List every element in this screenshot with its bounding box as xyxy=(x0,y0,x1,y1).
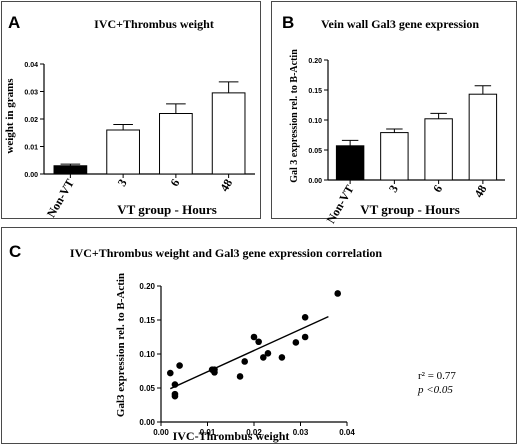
chart-a-y-tick-label: 0.04 xyxy=(24,62,38,69)
chart-c-xlabel: IVC-Thrombus weight xyxy=(173,429,290,443)
chart-c-x-tick-label: 0.01 xyxy=(200,428,216,437)
chart-b-y-tick-label: 0.20 xyxy=(308,58,322,65)
chart-b-xlabel: VT group - Hours xyxy=(360,202,460,217)
chart-c-x-tick-label: 0.00 xyxy=(153,428,169,437)
chart-c-y-tick-label: 0.10 xyxy=(139,350,155,359)
chart-c-data-point xyxy=(211,369,218,376)
chart-c-x-tick-label: 0.04 xyxy=(339,428,355,437)
chart-b-y-tick-label: 0.15 xyxy=(308,88,322,95)
chart-b-x-tick-label: 6 xyxy=(430,183,445,195)
chart-b-bar xyxy=(380,132,409,181)
chart-a-xlabel: VT group - Hours xyxy=(117,202,217,217)
r-squared-annotation: r² = 0.77 xyxy=(418,370,456,382)
chart-b-plot: 0.00 0.05 0.10 0.15 0.20 Non-VT 3 6 48 xyxy=(308,58,505,226)
chart-b-ylabel: Gal 3 expression rel. to B-Actin xyxy=(289,49,300,183)
chart-a-title: IVC+Thrombus weight xyxy=(94,17,214,31)
chart-c-data-point xyxy=(255,338,262,346)
chart-a-y-tick-label: 0.01 xyxy=(24,145,38,152)
chart-b-bar xyxy=(335,145,365,181)
panel-c-frame xyxy=(1,227,517,444)
chart-c-data-point xyxy=(236,373,244,380)
chart-c-data-point xyxy=(171,381,179,388)
chart-a-bar xyxy=(159,113,193,175)
chart-c-title: IVC+Thrombus weight and Gal3 gene expres… xyxy=(70,246,383,260)
chart-a-y-tick-label: 0.00 xyxy=(24,172,38,179)
chart-c-data-point xyxy=(301,333,309,341)
chart-b-x-tick-label: 48 xyxy=(471,183,489,200)
chart-a-y-tick-label: 0.02 xyxy=(24,117,38,124)
chart-a-y-tick-label: 0.03 xyxy=(24,90,38,97)
chart-c-data-point xyxy=(171,392,179,400)
chart-c-x-tick-label: 0.03 xyxy=(293,428,309,437)
p-value-annotation: p <0.05 xyxy=(417,384,453,396)
chart-c-data-point xyxy=(292,339,300,346)
chart-c-y-tick-label: 0.15 xyxy=(139,316,155,325)
chart-c-regression-line xyxy=(170,315,329,390)
chart-c-data-point xyxy=(241,358,248,365)
chart-c-plot: 0.00 0.05 0.10 0.15 0.20 0.00 0.01 0.02 0.03 0.04 xyxy=(139,282,355,437)
chart-b-y-tick-label: 0.10 xyxy=(308,118,322,125)
chart-c-data-point xyxy=(176,362,183,369)
chart-b-x-tick-label: Non-VT xyxy=(324,183,357,226)
chart-a-plot: 0.00 0.01 0.02 0.03 0.04 Non-VT 3 6 48 xyxy=(24,62,255,220)
panel-a-letter: A xyxy=(8,13,20,32)
chart-c-y-tick-label: 0.20 xyxy=(139,282,155,291)
chart-a-bar xyxy=(211,92,246,175)
chart-c-data-point xyxy=(301,313,309,321)
chart-c-data-point xyxy=(167,369,174,377)
chart-a-x-tick-label: 48 xyxy=(217,177,235,194)
chart-c-y-tick-label: 0.00 xyxy=(139,418,155,427)
chart-c-ylabel: Gal3 expression rel. to B-Actin xyxy=(115,273,127,417)
chart-c-y-tick-label: 0.05 xyxy=(139,384,155,393)
chart-b-y-tick-label: 0.05 xyxy=(308,148,322,155)
chart-c-data-point xyxy=(334,290,342,297)
chart-a-x-tick-label: 6 xyxy=(167,177,182,189)
chart-b-bar xyxy=(468,93,498,181)
chart-c-data-point xyxy=(278,354,286,361)
chart-a-bar xyxy=(53,165,88,175)
panel-c-letter: C xyxy=(9,242,21,261)
chart-b-bar xyxy=(424,118,453,181)
chart-c-x-tick-label: 0.02 xyxy=(246,428,262,437)
chart-b-x-tick-label: 3 xyxy=(386,183,401,195)
chart-c-data-point xyxy=(250,333,258,341)
chart-a-x-tick-label: 3 xyxy=(115,177,130,189)
chart-b-y-tick-label: 0.00 xyxy=(308,178,322,185)
panel-b-letter: B xyxy=(282,13,294,32)
chart-c-data-point xyxy=(264,350,272,357)
chart-a-bar xyxy=(106,129,140,175)
chart-a-ylabel: weight in grams xyxy=(4,78,16,154)
chart-c-data-point xyxy=(260,354,267,361)
chart-a-x-tick-label: Non-VT xyxy=(44,177,77,220)
chart-b-title: Vein wall Gal3 gene expression xyxy=(321,17,479,31)
